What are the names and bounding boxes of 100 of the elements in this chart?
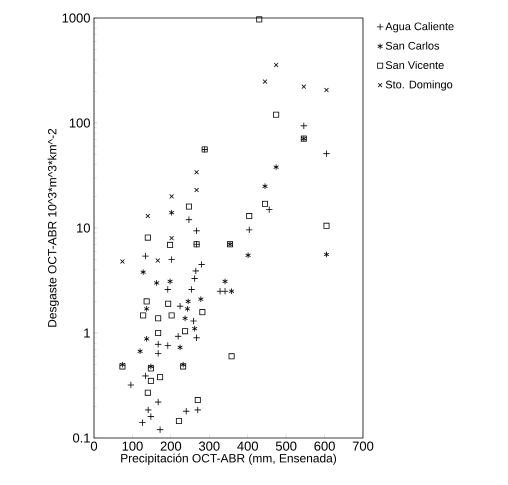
point — [273, 164, 279, 170]
point — [127, 381, 134, 389]
point — [180, 361, 186, 368]
point — [323, 222, 330, 229]
point — [177, 344, 183, 351]
point — [148, 363, 154, 370]
point — [154, 340, 162, 348]
point — [167, 278, 173, 285]
point — [142, 252, 150, 260]
point — [144, 406, 152, 414]
point — [164, 342, 172, 350]
point — [176, 418, 182, 424]
point — [148, 378, 154, 384]
point — [262, 200, 268, 207]
point — [228, 288, 234, 294]
x-tick-label: 200 — [160, 442, 182, 451]
point — [194, 188, 199, 192]
point — [120, 361, 126, 368]
point — [180, 363, 186, 370]
point — [154, 350, 162, 357]
point — [246, 226, 253, 234]
point — [120, 259, 125, 264]
y-tick-label: 1000 — [62, 13, 90, 23]
y-tick-label: 10 — [77, 223, 90, 233]
point — [256, 16, 262, 22]
point — [188, 286, 196, 294]
point — [148, 365, 154, 372]
y-tick-label: 1 — [84, 328, 90, 338]
point — [156, 426, 164, 434]
point — [155, 258, 160, 263]
legend-label: Agua Caliente — [385, 22, 454, 32]
point — [164, 286, 172, 294]
point — [194, 406, 202, 414]
legend-label: San Vicente — [386, 60, 444, 70]
point — [186, 204, 192, 210]
point — [144, 234, 151, 241]
point — [192, 325, 198, 332]
point — [165, 300, 172, 307]
point — [168, 312, 175, 318]
point — [185, 216, 193, 224]
point — [155, 330, 162, 336]
point — [169, 236, 174, 241]
point — [194, 397, 201, 404]
point — [142, 372, 150, 380]
point — [324, 88, 329, 92]
legend-label: Sto. Domingo — [386, 80, 452, 91]
point — [144, 298, 150, 304]
point — [193, 227, 200, 234]
point — [144, 390, 151, 396]
point — [140, 268, 146, 276]
point — [194, 170, 199, 175]
x-tick-label: 700 — [352, 442, 374, 451]
x-tick-label: 400 — [237, 442, 258, 451]
point — [300, 122, 308, 130]
point — [266, 206, 273, 214]
x-tick-label: 500 — [276, 442, 296, 451]
x-tick-label: 100 — [122, 442, 143, 451]
point — [167, 242, 174, 248]
point — [157, 374, 164, 380]
point — [119, 363, 126, 370]
point — [154, 280, 160, 286]
point — [274, 62, 279, 68]
point — [144, 336, 150, 342]
point — [245, 252, 251, 258]
point — [246, 213, 252, 220]
point — [198, 296, 204, 302]
point — [262, 79, 268, 84]
point — [228, 353, 235, 360]
x-tick-label: 0 — [90, 442, 98, 451]
point — [169, 194, 174, 199]
point — [154, 398, 162, 406]
point — [198, 260, 206, 268]
point — [145, 214, 150, 218]
y-tick-label: 100 — [70, 118, 90, 128]
point — [155, 315, 162, 322]
point — [168, 256, 176, 264]
point — [174, 332, 182, 340]
point — [138, 419, 146, 426]
point — [221, 288, 229, 295]
point — [144, 306, 150, 312]
y-axis-title: Desgaste OCT-ABR 10^3*m^3*km^-2 — [48, 128, 59, 327]
point — [137, 348, 143, 354]
x-tick-label: 600 — [314, 442, 335, 451]
point — [262, 183, 268, 190]
point — [168, 209, 174, 216]
point — [147, 412, 154, 420]
point — [191, 274, 198, 282]
point — [176, 302, 184, 310]
point — [182, 408, 190, 415]
point — [190, 317, 198, 325]
point — [182, 328, 188, 334]
point — [193, 334, 200, 342]
y-tick-label: 0.1 — [72, 433, 90, 443]
point — [192, 267, 200, 275]
point — [322, 150, 330, 158]
point — [216, 288, 224, 295]
point — [301, 84, 306, 89]
point — [140, 312, 146, 318]
x-axis-title: Precipitación OCT-ABR (mm, Ensenada) — [121, 454, 336, 465]
point — [222, 278, 228, 285]
